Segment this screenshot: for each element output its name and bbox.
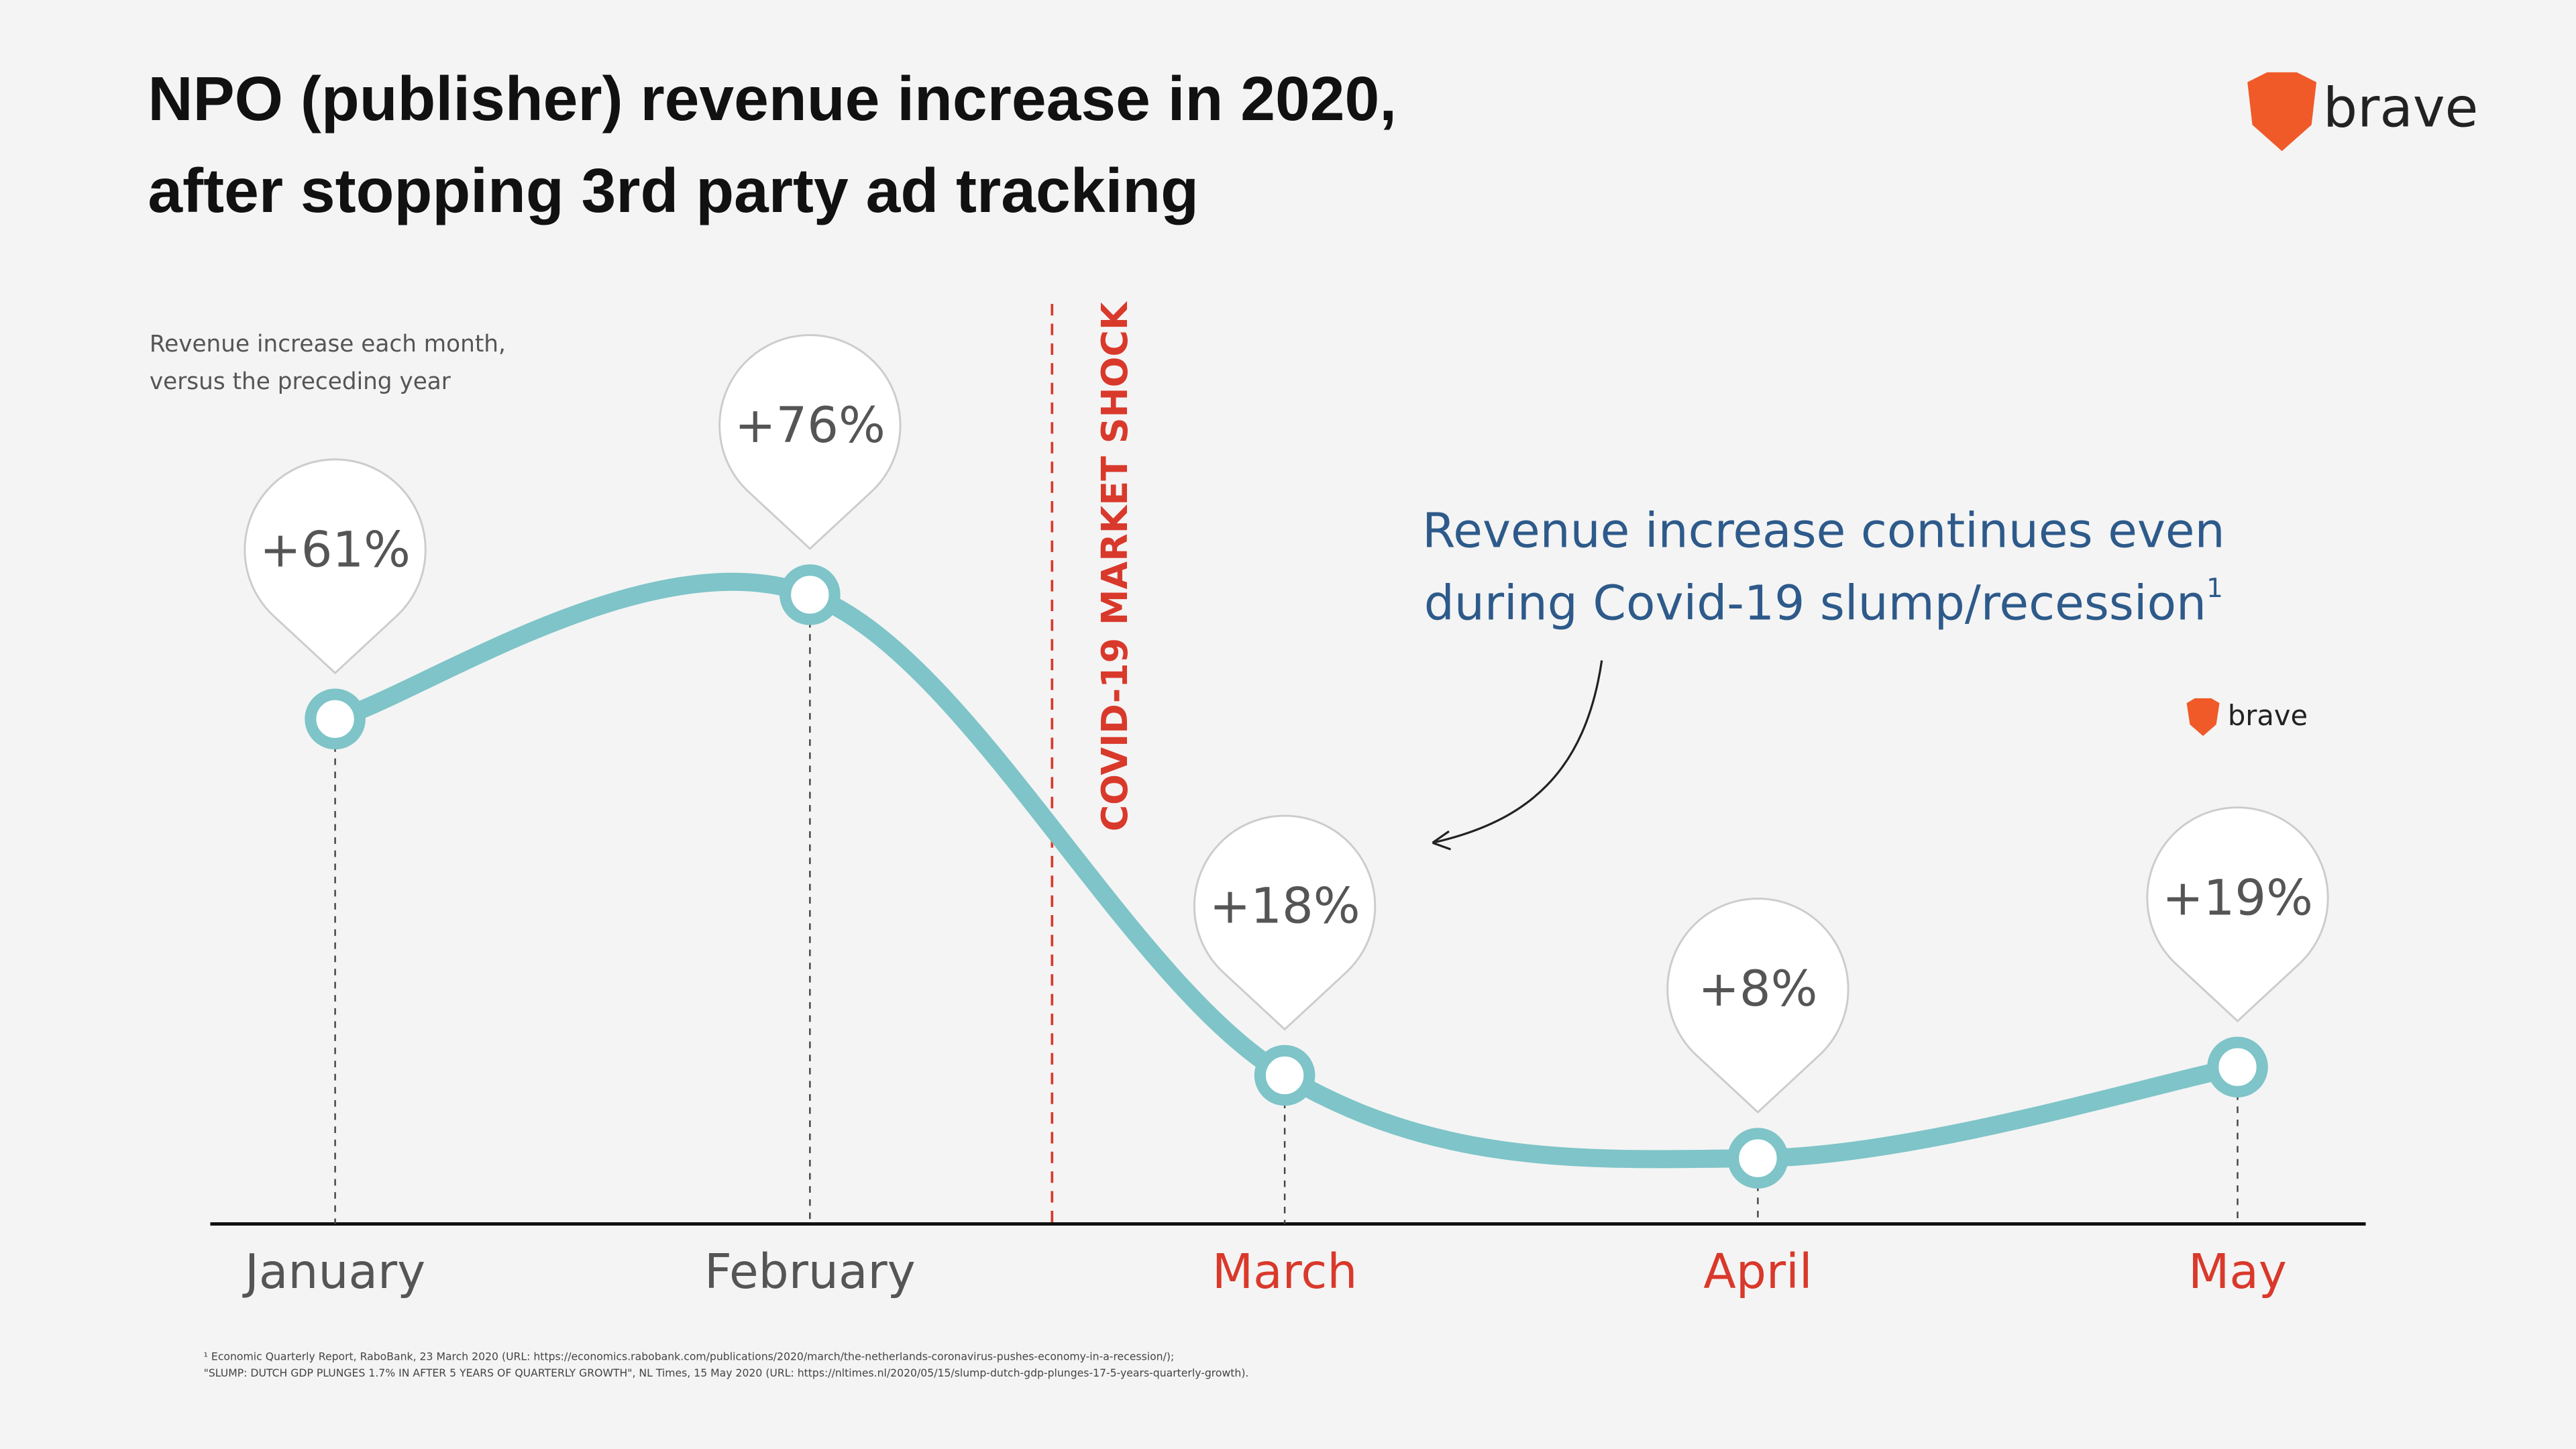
value-label: +18%	[1210, 878, 1360, 935]
subtitle: Revenue increase each month,	[150, 331, 506, 358]
chart-title: after stopping 3rd party ad tracking	[148, 156, 1199, 225]
pin	[1193, 814, 1377, 1031]
subtitle: versus the preceding year	[150, 368, 451, 395]
footnote-mark: 1	[2206, 574, 2223, 604]
chart-title: NPO (publisher) revenue increase in 2020…	[148, 64, 1397, 133]
logo-text: brave	[2323, 76, 2479, 140]
line	[326, 572, 2247, 1169]
event-label: COVID-19 MARKET SHOCK	[1093, 301, 1136, 831]
logo-icon	[2186, 698, 2220, 737]
pin	[718, 334, 902, 550]
x-tick-label: February	[704, 1244, 916, 1299]
footnote: ¹ Economic Quarterly Report, RaboBank, 2…	[204, 1350, 1175, 1362]
annotation: during Covid-19 slump/recession1	[1424, 574, 2223, 631]
x-tick-label: May	[2188, 1244, 2287, 1299]
marker	[780, 564, 841, 625]
value-label: +19%	[2162, 869, 2313, 926]
pin	[1666, 898, 1849, 1114]
annotation-line: during Covid-19 slump/recession	[1424, 575, 2206, 631]
logo-text: brave	[2228, 699, 2308, 732]
logo: brave	[2247, 72, 2478, 152]
annotation: Revenue increase continues even	[1422, 502, 2225, 558]
value-label: +76%	[735, 397, 885, 454]
value-label: +61%	[260, 521, 411, 578]
pin	[244, 458, 427, 675]
value-label: +8%	[1698, 961, 1817, 1018]
arrow-head	[1432, 830, 1451, 851]
x-tick-label: January	[242, 1244, 425, 1299]
x-tick-label: April	[1703, 1244, 1812, 1299]
footnote: "SLUMP: DUTCH GDP PLUNGES 1.7% IN AFTER …	[204, 1366, 1249, 1379]
logo-small: brave	[2186, 698, 2308, 737]
marker	[2207, 1036, 2268, 1097]
annotation-arrow	[1432, 660, 1603, 844]
logo-icon	[2247, 72, 2317, 152]
marker	[1727, 1128, 1788, 1189]
pin	[2146, 806, 2329, 1023]
x-tick-label: March	[1212, 1244, 1357, 1299]
marker	[305, 688, 366, 750]
marker	[1254, 1044, 1316, 1106]
